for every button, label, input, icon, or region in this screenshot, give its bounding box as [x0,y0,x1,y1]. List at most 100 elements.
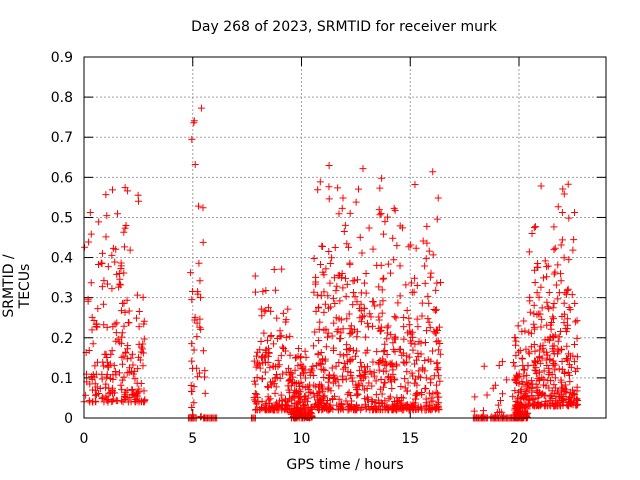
data-point [332,314,340,322]
data-point [408,279,416,287]
data-point [342,292,350,300]
data-point [567,363,575,371]
data-point [118,386,126,394]
data-point [103,358,111,366]
data-point [424,292,432,300]
data-point [316,318,324,326]
data-point [273,374,281,382]
data-point [319,243,327,251]
data-point [267,332,275,340]
data-point [333,282,341,290]
data-point [82,391,90,399]
data-point [530,224,538,232]
y-tick-label: 0.9 [51,50,73,66]
data-point [570,390,578,398]
data-point [538,304,546,312]
data-point [113,210,121,218]
data-point [335,358,343,366]
data-point [263,336,271,344]
data-point [532,387,540,395]
data-point [388,406,396,414]
data-point [396,262,404,270]
data-point [323,397,331,405]
data-point [521,404,529,412]
data-point [333,328,341,336]
data-point [128,367,136,375]
data-point [117,259,125,267]
data-point [528,230,536,238]
data-point [282,401,290,409]
data-point [435,372,443,380]
data-point [336,297,344,305]
data-point [426,324,434,332]
data-point [279,370,287,378]
data-point [512,352,520,360]
data-point [550,270,558,278]
data-point [435,399,443,407]
data-point [258,397,266,405]
data-point [405,321,413,329]
data-point [564,285,572,293]
data-point [559,185,567,193]
data-point [381,379,389,387]
data-point [532,370,540,378]
data-point [554,261,562,269]
data-point [134,191,142,199]
data-point [564,315,572,323]
data-point [141,396,149,404]
data-point [316,178,324,186]
data-point [101,350,109,358]
data-point [354,390,362,398]
data-point [543,361,551,369]
data-point [106,375,114,383]
data-point [315,325,323,333]
data-point [526,308,534,316]
data-point [391,206,399,214]
data-point [530,301,538,309]
data-point [268,405,276,413]
data-point [384,322,392,330]
data-point [545,305,553,313]
data-point [111,258,119,266]
data-point [560,254,568,262]
data-point [564,180,572,188]
data-point [369,297,377,305]
data-point [362,400,370,408]
data-point [529,396,537,404]
y-tick-label: 0.4 [51,251,73,267]
data-point [429,347,437,355]
data-point [388,384,396,392]
data-point [352,352,360,360]
data-point [423,327,431,335]
data-point [543,273,551,281]
data-point [317,381,325,389]
data-point [140,317,148,325]
data-point [434,337,442,345]
data-point [115,283,123,291]
data-point [380,274,388,282]
data-point [377,326,385,334]
data-point [324,333,332,341]
data-point [273,314,281,322]
data-point [276,327,284,335]
data-point [87,279,95,287]
data-point [107,350,115,358]
data-point [282,316,290,324]
data-point [340,359,348,367]
data-point [427,357,435,365]
data-point [531,325,539,333]
data-point [569,352,577,360]
data-point [542,398,550,406]
data-point [347,392,355,400]
data-point [125,319,133,327]
data-point [391,333,399,341]
data-point [471,393,479,401]
data-point [197,413,205,421]
data-point [313,390,321,398]
data-point [342,375,350,383]
data-point [131,375,139,383]
data-point [264,383,272,391]
data-point [108,384,116,392]
data-point [395,404,403,412]
data-point [326,405,334,413]
